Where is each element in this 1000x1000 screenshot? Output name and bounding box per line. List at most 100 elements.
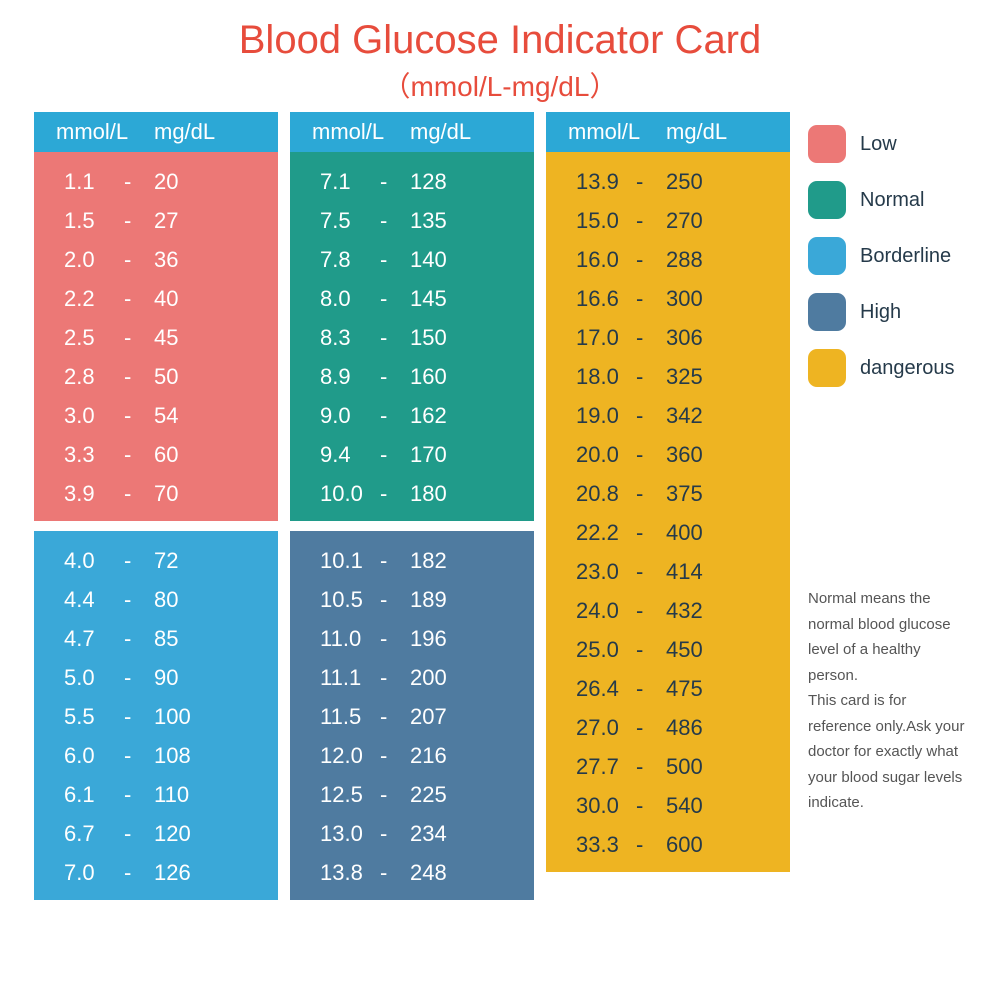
data-row: 11.0-196 — [290, 619, 534, 658]
dash: - — [636, 208, 666, 234]
legend-item: Low — [808, 116, 972, 172]
value-mmol: 12.0 — [320, 743, 380, 769]
dash: - — [124, 782, 154, 808]
dash: - — [124, 403, 154, 429]
dash: - — [124, 481, 154, 507]
value-mgdl: 20 — [154, 169, 214, 195]
value-mmol: 6.0 — [64, 743, 124, 769]
dash: - — [380, 247, 410, 273]
value-mgdl: 414 — [666, 559, 726, 585]
legend-label: Borderline — [860, 245, 951, 268]
data-row: 2.2-40 — [34, 279, 278, 318]
value-mmol: 9.4 — [320, 442, 380, 468]
value-mgdl: 85 — [154, 626, 214, 652]
data-block: 4.0-724.4-804.7-855.0-905.5-1006.0-1086.… — [34, 531, 278, 900]
value-mgdl: 342 — [666, 403, 726, 429]
dash: - — [124, 587, 154, 613]
value-mgdl: 248 — [410, 860, 470, 886]
dash: - — [124, 286, 154, 312]
data-row: 25.0-450 — [546, 630, 790, 669]
value-mmol: 8.3 — [320, 325, 380, 351]
data-row: 8.0-145 — [290, 279, 534, 318]
data-block: 13.9-25015.0-27016.0-28816.6-30017.0-306… — [546, 152, 790, 872]
legend-item: dangerous — [808, 340, 972, 396]
dash: - — [380, 325, 410, 351]
data-row: 23.0-414 — [546, 552, 790, 591]
data-row: 16.0-288 — [546, 240, 790, 279]
dash: - — [124, 208, 154, 234]
data-row: 20.0-360 — [546, 435, 790, 474]
value-mmol: 22.2 — [576, 520, 636, 546]
value-mmol: 7.0 — [64, 860, 124, 886]
data-row: 11.5-207 — [290, 697, 534, 736]
value-mmol: 9.0 — [320, 403, 380, 429]
data-column: mmol/Lmg/dL13.9-25015.0-27016.0-28816.6-… — [546, 112, 790, 900]
data-row: 1.5-27 — [34, 201, 278, 240]
data-row: 27.7-500 — [546, 747, 790, 786]
value-mgdl: 150 — [410, 325, 470, 351]
value-mmol: 26.4 — [576, 676, 636, 702]
value-mgdl: 108 — [154, 743, 214, 769]
value-mmol: 1.1 — [64, 169, 124, 195]
legend-swatch — [808, 181, 846, 219]
dash: - — [380, 548, 410, 574]
dash: - — [380, 704, 410, 730]
value-mgdl: 300 — [666, 286, 726, 312]
value-mmol: 13.8 — [320, 860, 380, 886]
value-mgdl: 40 — [154, 286, 214, 312]
dash: - — [380, 442, 410, 468]
value-mgdl: 234 — [410, 821, 470, 847]
value-mgdl: 70 — [154, 481, 214, 507]
value-mgdl: 180 — [410, 481, 470, 507]
dash: - — [124, 665, 154, 691]
dash: - — [124, 325, 154, 351]
header-mgdl: mg/dL — [410, 119, 471, 145]
value-mgdl: 54 — [154, 403, 214, 429]
value-mmol: 3.9 — [64, 481, 124, 507]
value-mmol: 2.0 — [64, 247, 124, 273]
value-mgdl: 80 — [154, 587, 214, 613]
data-row: 30.0-540 — [546, 786, 790, 825]
value-mmol: 20.0 — [576, 442, 636, 468]
dash: - — [124, 743, 154, 769]
value-mgdl: 600 — [666, 832, 726, 858]
value-mgdl: 120 — [154, 821, 214, 847]
data-row: 6.1-110 — [34, 775, 278, 814]
value-mmol: 23.0 — [576, 559, 636, 585]
header-mgdl: mg/dL — [666, 119, 727, 145]
legend-item: High — [808, 284, 972, 340]
value-mgdl: 225 — [410, 782, 470, 808]
value-mgdl: 100 — [154, 704, 214, 730]
dash: - — [124, 169, 154, 195]
data-row: 17.0-306 — [546, 318, 790, 357]
data-row: 12.5-225 — [290, 775, 534, 814]
header-mgdl: mg/dL — [154, 119, 215, 145]
dash: - — [636, 793, 666, 819]
value-mmol: 12.5 — [320, 782, 380, 808]
legend-swatch — [808, 125, 846, 163]
dash: - — [380, 481, 410, 507]
dash: - — [124, 247, 154, 273]
value-mmol: 17.0 — [576, 325, 636, 351]
legend-label: Low — [860, 133, 897, 156]
dash: - — [380, 665, 410, 691]
data-row: 9.0-162 — [290, 396, 534, 435]
legend-swatch — [808, 349, 846, 387]
data-row: 7.5-135 — [290, 201, 534, 240]
data-row: 6.0-108 — [34, 736, 278, 775]
dash: - — [380, 587, 410, 613]
dash: - — [124, 548, 154, 574]
value-mmol: 7.8 — [320, 247, 380, 273]
value-mgdl: 110 — [154, 782, 214, 808]
value-mgdl: 500 — [666, 754, 726, 780]
value-mgdl: 60 — [154, 442, 214, 468]
value-mgdl: 270 — [666, 208, 726, 234]
dash: - — [380, 743, 410, 769]
value-mgdl: 170 — [410, 442, 470, 468]
dash: - — [380, 821, 410, 847]
value-mgdl: 207 — [410, 704, 470, 730]
dash: - — [636, 637, 666, 663]
column-header: mmol/Lmg/dL — [546, 112, 790, 152]
value-mmol: 18.0 — [576, 364, 636, 390]
data-row: 9.4-170 — [290, 435, 534, 474]
